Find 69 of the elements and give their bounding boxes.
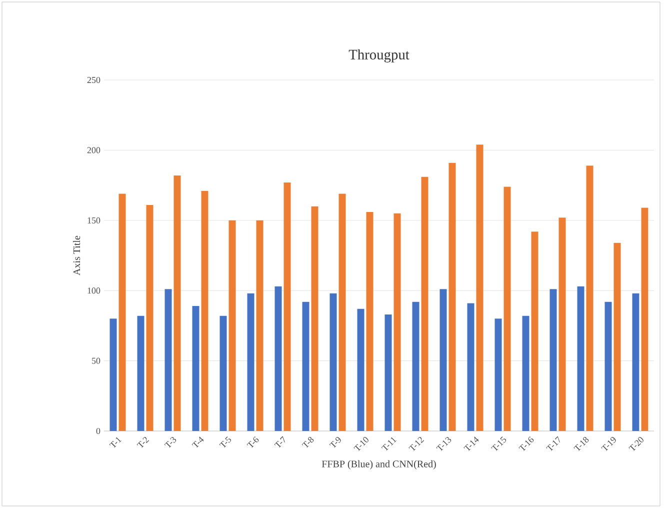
- x-tick-label: T-9: [329, 437, 341, 448]
- bar: [440, 289, 447, 431]
- bar: [192, 306, 200, 431]
- x-tick-label: T-10: [354, 437, 368, 452]
- bar: [357, 308, 364, 431]
- bar: [394, 213, 401, 431]
- y-tick-label: 100: [88, 288, 100, 294]
- y-tick-label: 200: [87, 147, 100, 154]
- bar: [228, 220, 236, 431]
- bar: [384, 314, 392, 431]
- x-tick-label: T-14: [464, 436, 479, 451]
- x-tick-label: T-18: [574, 436, 589, 452]
- bar: [201, 190, 208, 431]
- bar: [531, 232, 538, 431]
- bar: [550, 289, 557, 431]
- bar: [476, 144, 484, 431]
- bar: [302, 302, 310, 431]
- bar: [421, 176, 428, 431]
- x-tick-label: T-12: [408, 437, 424, 452]
- x-tick-label: T-1: [109, 437, 122, 448]
- bar: [632, 293, 640, 431]
- x-tick-label: T-17: [546, 436, 560, 451]
- x-tick-label: T-6: [246, 436, 259, 448]
- bar: [118, 194, 126, 431]
- bar: [467, 303, 474, 431]
- y-axis-title: Axis Title: [73, 236, 80, 276]
- x-tick-label: T-3: [164, 436, 176, 448]
- bar: [366, 212, 374, 431]
- bar: [274, 286, 282, 431]
- bar: [558, 218, 566, 431]
- bar: [174, 175, 181, 431]
- bar: [146, 204, 154, 431]
- x-tick-label: T-5: [219, 436, 232, 448]
- bar: [330, 293, 337, 431]
- x-tick-label: T-11: [381, 437, 397, 451]
- x-tick-label: T-16: [518, 436, 534, 452]
- x-tick-label: T-8: [302, 436, 314, 448]
- bar: [256, 220, 264, 431]
- bar: [220, 316, 227, 431]
- bar: [586, 166, 594, 431]
- y-tick-label: 150: [88, 217, 100, 224]
- y-tick-label: 50: [92, 358, 100, 364]
- chart-title: Througput: [348, 49, 410, 62]
- bar: [110, 318, 117, 431]
- bar: [577, 286, 584, 431]
- x-tick-label: T-13: [436, 436, 452, 452]
- bar: [604, 302, 612, 431]
- x-tick-label: T-19: [601, 437, 616, 452]
- bar: [247, 293, 254, 431]
- bar: [311, 206, 318, 431]
- bar: [641, 208, 648, 431]
- bar: [164, 289, 172, 431]
- bar: [284, 182, 291, 431]
- bar: [494, 318, 502, 431]
- bar: [504, 186, 511, 431]
- x-tick-label: T-4: [192, 436, 204, 448]
- bar: [338, 194, 346, 431]
- bar: [448, 162, 456, 431]
- x-tick-label: T-2: [136, 437, 150, 448]
- bar: [614, 242, 621, 431]
- x-tick-label: T-20: [628, 437, 644, 452]
- x-tick-label: T-7: [274, 436, 285, 448]
- bar: [412, 302, 420, 431]
- bar: [137, 316, 144, 431]
- y-tick-label: 0: [96, 428, 100, 434]
- x-tick-label: T-15: [491, 436, 506, 451]
- bar: [522, 316, 530, 431]
- y-tick-label: 250: [87, 76, 100, 84]
- x-axis-title: FFBP (Blue) and CNN(Red): [322, 460, 436, 470]
